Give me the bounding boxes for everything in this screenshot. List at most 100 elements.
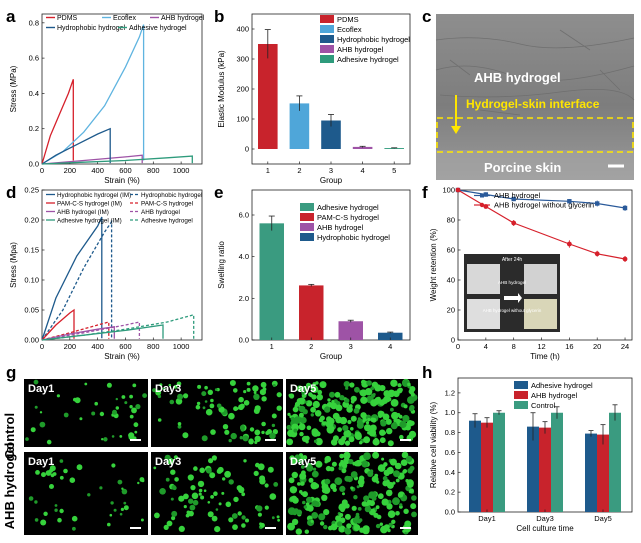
cell-dot (391, 411, 399, 420)
cell-dot (186, 510, 191, 515)
inset-arrow (504, 293, 522, 303)
cell-dot (133, 422, 139, 428)
cell-dot (41, 472, 46, 478)
cell-dot (350, 471, 358, 478)
cell-dot (344, 398, 350, 404)
cell-dot (271, 413, 277, 419)
day-label: Day5 (290, 383, 316, 395)
cell-dot (59, 475, 64, 480)
cell-dot (245, 518, 249, 523)
cell-dot (302, 500, 306, 505)
cell-dot (228, 479, 234, 485)
cell-dot (315, 460, 323, 468)
cell-dot (202, 406, 206, 410)
legend-label: AHB hydrogel (494, 191, 541, 200)
cell-dot (334, 477, 343, 485)
cell-dot (329, 466, 335, 472)
cell-dot (131, 407, 137, 414)
bar-adhesive-hydrogel (585, 433, 597, 512)
cell-dot (374, 384, 382, 392)
cell-dot (174, 477, 179, 482)
cell-dot (269, 493, 277, 500)
cell-dot (210, 398, 214, 403)
cell-dot (253, 408, 260, 414)
cell-dot (168, 383, 172, 387)
cell-dot (385, 418, 392, 425)
bar-5 (384, 148, 404, 149)
cell-dot (356, 485, 360, 489)
legend-label: Ecoflex (337, 25, 362, 34)
cell-dot (310, 482, 318, 490)
x-axis-label: Strain (%) (104, 352, 140, 361)
y-tick-label: 0.8 (29, 18, 39, 27)
x-tick-label: 400 (91, 166, 104, 175)
cell-dot (241, 515, 246, 520)
y-tick-label: 200 (236, 85, 249, 94)
cell-dot (34, 405, 38, 409)
cell-dot (267, 466, 274, 473)
cell-dot (30, 427, 36, 433)
cell-dot (288, 477, 295, 484)
cell-dot (339, 395, 345, 401)
cell-dot (366, 380, 372, 386)
cell-dot (119, 435, 123, 438)
x-tick-label: 20 (593, 342, 601, 351)
cell-dot (331, 461, 337, 467)
cell-dot (383, 395, 391, 403)
bar-control (609, 412, 621, 512)
cell-dot (387, 528, 391, 533)
y-tick-label: 0 (451, 336, 455, 345)
y-tick-label: 1.0 (445, 408, 455, 417)
panel-d-chart: 0 200 400 600 800 1000 0.00 0.05 0.10 0.15 0.20 0.2… (9, 186, 203, 361)
cell-dot (382, 431, 386, 435)
cell-dot (257, 463, 265, 471)
legend-swatch (300, 233, 314, 241)
cell-dot (193, 466, 198, 471)
cell-dot (246, 381, 251, 386)
cell-dot (323, 524, 328, 530)
cell-dot (224, 429, 230, 435)
sem-hydrogel-label: AHB hydrogel (474, 70, 561, 85)
legend-label: Hydrophobic hydrogel (141, 192, 202, 199)
legend-label: Adhesive hydrogel (337, 55, 399, 64)
cell-dot (178, 495, 185, 502)
cell-dot (323, 508, 330, 516)
cell-dot (343, 451, 351, 460)
cell-dot (357, 507, 362, 511)
x-tick-label: 0 (456, 342, 460, 351)
cell-dot (367, 431, 371, 435)
cell-dot (408, 430, 417, 438)
cell-dot (358, 518, 363, 522)
cell-dot (385, 489, 393, 497)
cell-dot (398, 493, 404, 498)
cell-dot (233, 406, 238, 412)
bar-ahb-hydrogel (481, 422, 493, 512)
cell-dot (387, 440, 394, 447)
cell-dot (294, 416, 302, 424)
legend-label: Hydrophobic hydrogel (57, 25, 126, 32)
cell-dot (259, 389, 266, 396)
panel-letter-e: e (214, 183, 223, 202)
cell-dot (200, 495, 205, 500)
x-tick-label: 5 (392, 166, 396, 175)
cell-dot (308, 392, 313, 397)
cell-dot (303, 505, 307, 509)
panel-h-chart: 0.0 0.2 0.4 0.6 0.8 1.0 1.2 Cell culture time Re… (429, 377, 633, 533)
cell-dot (289, 496, 295, 502)
x-axis-label: Cell culture time (516, 524, 574, 533)
cell-dot (63, 412, 69, 418)
cell-dot (305, 382, 312, 388)
cell-dot (191, 492, 199, 500)
cell-dot (276, 515, 280, 519)
cell-dot (39, 411, 43, 414)
cell-dot (99, 486, 103, 490)
x-axis-label: Time (h) (530, 352, 560, 361)
cell-dot (216, 403, 222, 409)
cell-dot (343, 381, 350, 388)
bar-2 (289, 103, 310, 149)
cell-dot (54, 508, 58, 512)
cell-dot (399, 434, 404, 440)
cell-dot (368, 429, 377, 437)
plot-frame (41, 189, 203, 341)
cell-dot (178, 525, 185, 533)
